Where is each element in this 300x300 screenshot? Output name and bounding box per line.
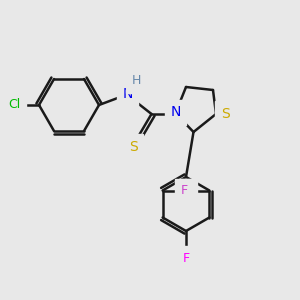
Text: H: H bbox=[132, 74, 141, 88]
Text: N: N bbox=[170, 106, 181, 119]
Text: F: F bbox=[180, 184, 188, 197]
Text: S: S bbox=[129, 140, 138, 154]
Text: F: F bbox=[182, 251, 190, 265]
Text: N: N bbox=[122, 88, 133, 101]
Text: F: F bbox=[184, 184, 192, 197]
Text: S: S bbox=[220, 107, 230, 121]
Text: Cl: Cl bbox=[8, 98, 20, 112]
